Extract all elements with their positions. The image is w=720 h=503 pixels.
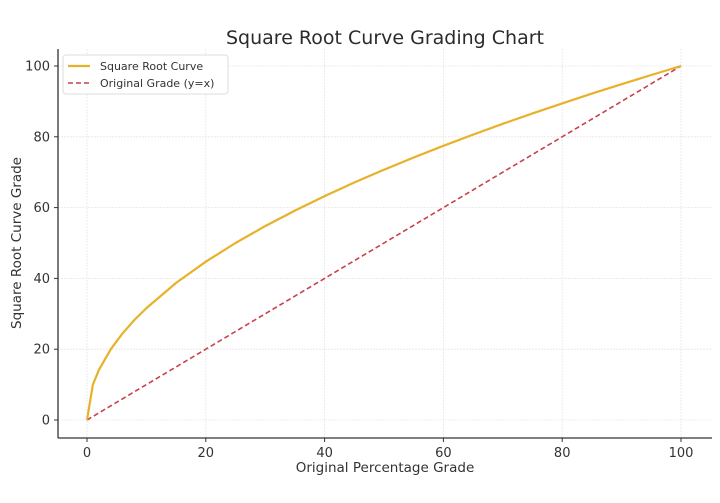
original-grade-line <box>86 65 682 421</box>
square-root-curve-line <box>85 64 682 421</box>
y-tick-label: 40 <box>33 272 50 287</box>
legend-label-sqrt: Square Root Curve <box>100 60 203 73</box>
x-axis-label: Original Percentage Grade <box>296 460 475 476</box>
x-tick-label: 0 <box>83 446 91 461</box>
x-tick-label: 80 <box>554 446 571 461</box>
legend-label-original: Original Grade (y=x) <box>100 77 214 90</box>
chart-title: Square Root Curve Grading Chart <box>226 27 544 49</box>
y-tick-label: 60 <box>33 201 50 216</box>
legend: Square Root Curve Original Grade (y=x) <box>62 54 229 95</box>
x-tick-label: 20 <box>198 446 215 461</box>
y-tick-label: 0 <box>42 414 50 429</box>
x-axis-ticks: 0 20 40 60 80 100 <box>83 438 694 461</box>
x-tick-label: 40 <box>316 446 333 461</box>
x-tick-label: 60 <box>435 446 452 461</box>
legend-box <box>62 54 229 95</box>
y-tick-label: 20 <box>33 343 50 358</box>
plot-lines <box>85 64 682 421</box>
y-tick-label: 100 <box>25 60 50 75</box>
y-axis-label: Square Root Curve Grade <box>9 157 25 329</box>
y-axis-ticks: 0 20 40 60 80 100 <box>25 60 58 429</box>
grid-lines <box>58 49 712 438</box>
x-tick-label: 100 <box>669 446 694 461</box>
y-tick-label: 80 <box>33 130 50 145</box>
